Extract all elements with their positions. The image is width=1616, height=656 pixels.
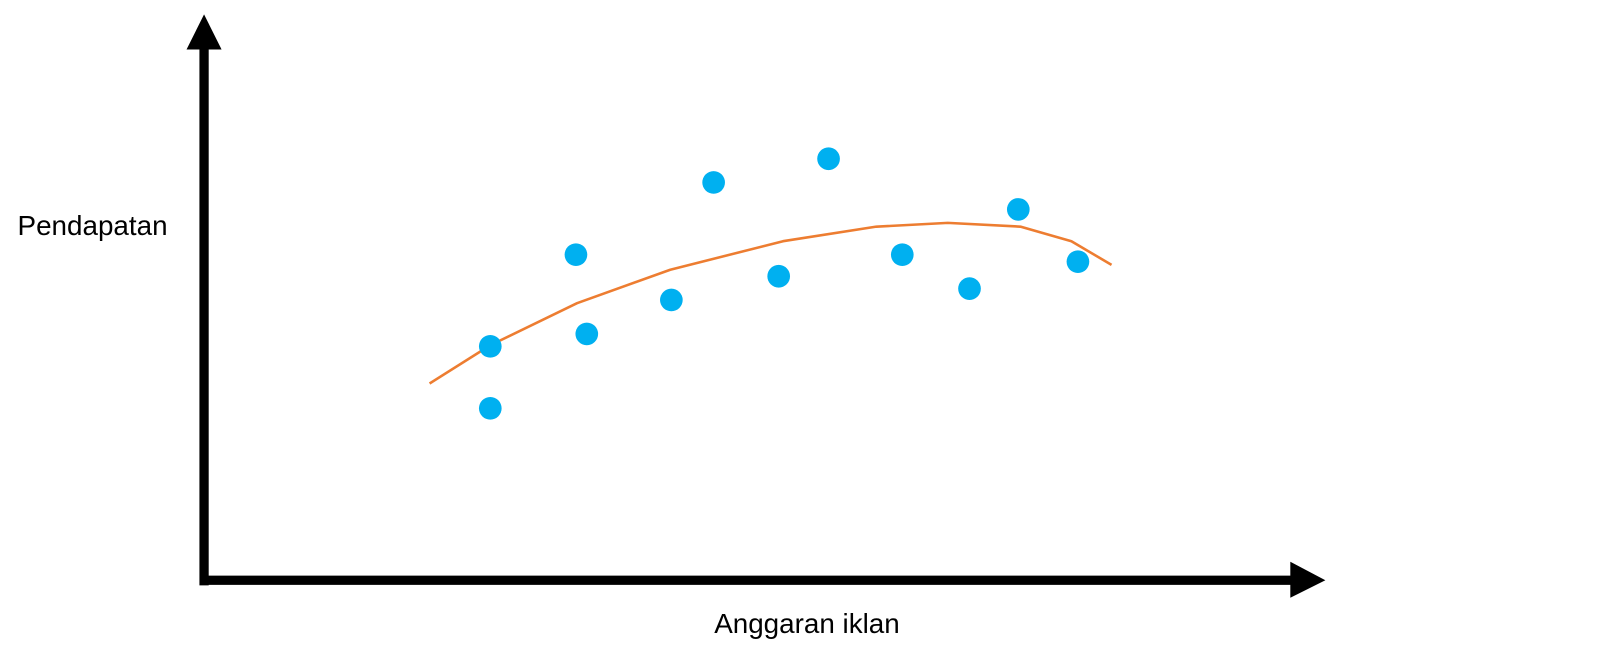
data-point — [817, 147, 840, 171]
data-point — [1006, 198, 1030, 221]
data-point — [958, 277, 981, 300]
trend-line — [428, 221, 1113, 385]
data-point — [660, 288, 683, 312]
data-point — [564, 243, 588, 267]
data-point — [575, 322, 599, 346]
x-axis-label: Anggaran iklan — [714, 608, 900, 639]
data-point — [890, 243, 914, 267]
y-axis-arrow — [186, 14, 222, 50]
y-axis-label: Pendapatan — [18, 210, 168, 241]
data-point — [478, 334, 502, 358]
data-point — [767, 264, 791, 288]
data-point — [478, 396, 502, 420]
x-axis-arrow — [1290, 561, 1326, 598]
data-point — [1066, 250, 1090, 274]
data-point — [702, 171, 725, 194]
